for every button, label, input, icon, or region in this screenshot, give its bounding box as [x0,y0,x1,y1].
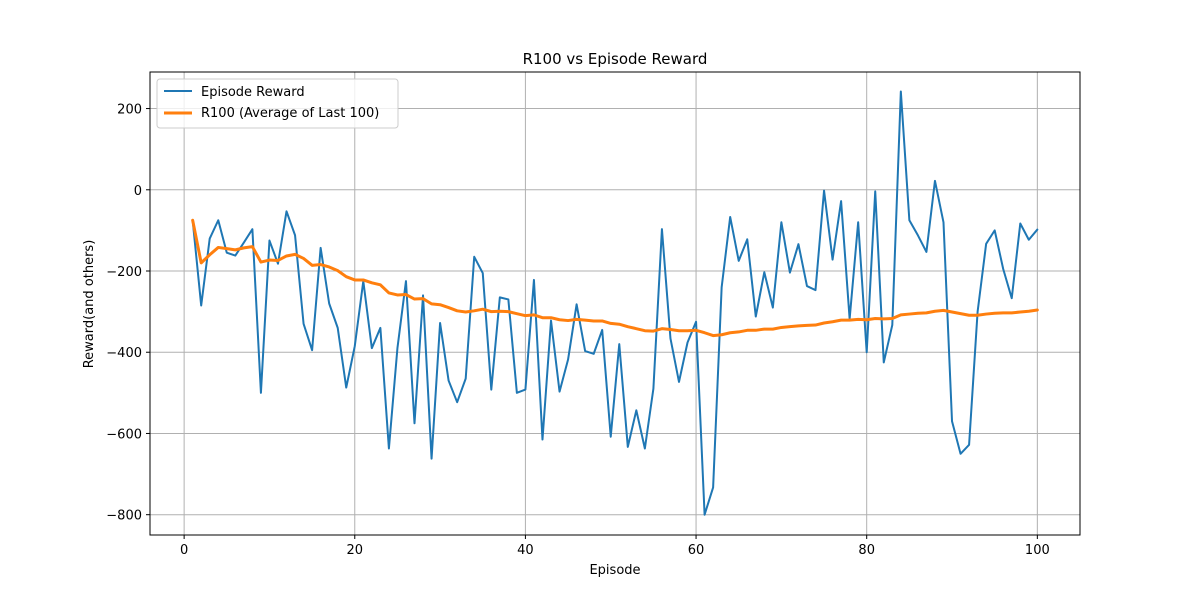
series-line-episode-reward [191,90,1039,516]
y-tick-label: 0 [134,184,142,199]
y-tick-label: −600 [106,427,142,442]
x-tick-label: 20 [346,543,363,558]
series-line-r100 [191,218,1039,338]
x-axis-label: Episode [589,563,640,578]
legend: Episode Reward R100 (Average of Last 100… [156,78,399,129]
x-tick-label: 40 [517,543,534,558]
x-tick-label: 60 [688,543,705,558]
legend-label-r100: R100 (Average of Last 100) [201,106,379,121]
x-tick-label: 80 [858,543,875,558]
y-tick-label: −200 [106,265,142,280]
grid [150,72,1080,535]
series-layer [191,90,1039,516]
plot-frame [149,71,1081,536]
y-tick-label: 200 [117,103,142,118]
x-tick-label: 100 [1025,543,1050,558]
x-axis: 0 20 40 60 80 100 [180,535,1050,558]
legend-label-episode-reward: Episode Reward [201,85,305,100]
legend-box [156,78,399,129]
x-tick-label: 0 [180,543,188,558]
chart-title: R100 vs Episode Reward [523,50,708,68]
y-tick-label: −400 [106,346,142,361]
y-axis: −800 −600 −400 −200 0 200 [106,103,150,524]
y-axis-label: Reward(and others) [82,240,97,369]
y-tick-label: −800 [106,509,142,524]
